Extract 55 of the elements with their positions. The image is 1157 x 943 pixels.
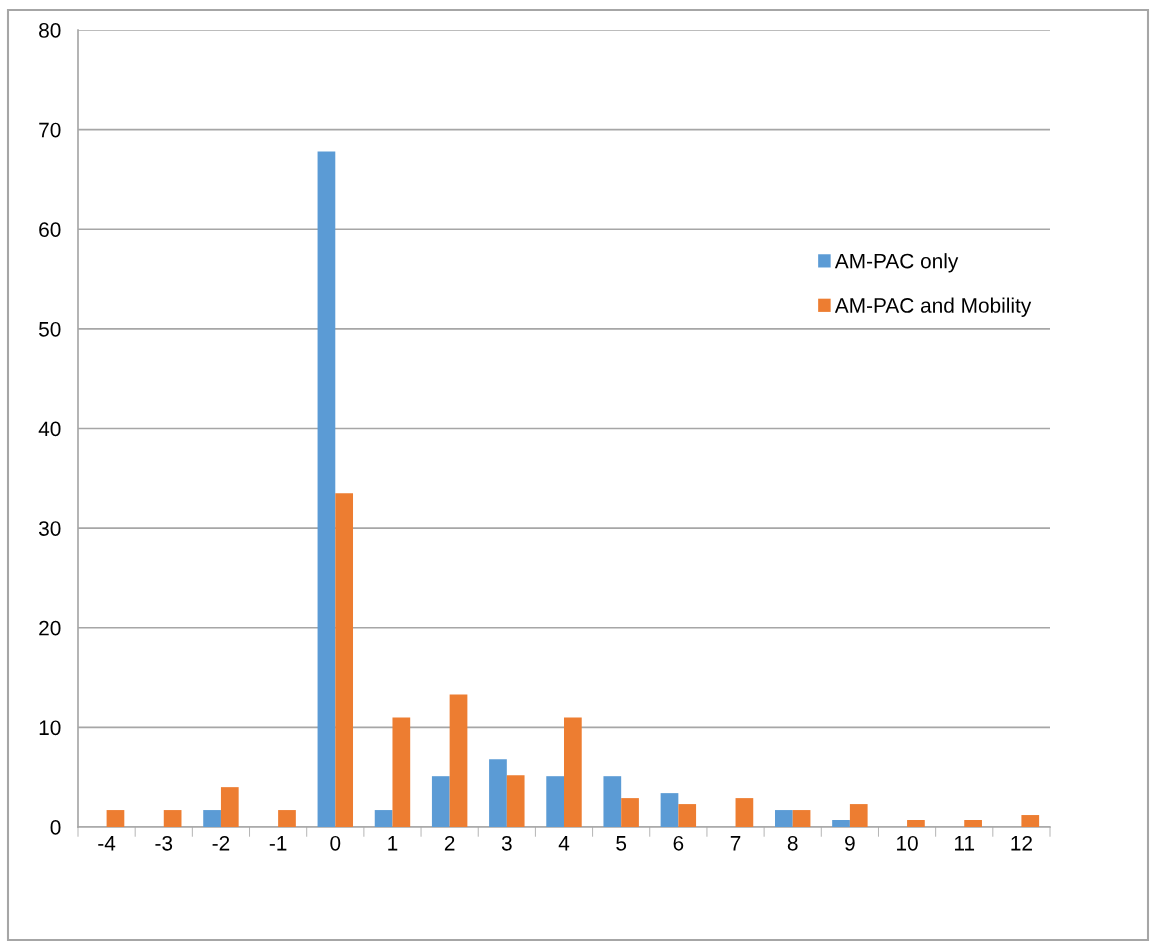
bar	[660, 793, 679, 827]
x-tick-label: 5	[616, 836, 627, 851]
bar	[392, 717, 411, 827]
bar	[449, 694, 468, 827]
x-tick-label: 3	[501, 835, 512, 851]
x-tick-label: -3	[155, 835, 173, 851]
bar	[621, 798, 639, 827]
bar	[964, 820, 982, 827]
legend-label: AM-PAC and Mobility	[834, 297, 1032, 317]
x-tick-label: -4	[98, 836, 116, 851]
bar	[489, 759, 507, 827]
bar	[546, 776, 564, 827]
bar	[317, 151, 336, 827]
bar	[1021, 815, 1040, 827]
x-tick-label: 12	[1011, 835, 1032, 851]
y-tick-label: 80	[39, 23, 61, 38]
x-tick-label: 2	[444, 835, 455, 851]
y-tick-label: 50	[39, 321, 61, 337]
bar	[564, 717, 582, 827]
y-tick-label: 70	[39, 122, 61, 138]
bar	[678, 804, 697, 827]
bar	[203, 810, 221, 827]
y-tick-label: 30	[38, 521, 61, 536]
bar	[335, 493, 354, 827]
bar	[735, 798, 754, 827]
bar	[774, 810, 793, 827]
bar	[849, 804, 868, 827]
bar	[603, 776, 622, 827]
x-tick-label: -1	[269, 836, 287, 851]
x-tick-label: 7	[730, 836, 741, 851]
y-tick-label: 0	[50, 820, 61, 835]
y-tick-label: 60	[39, 222, 61, 237]
bar	[792, 810, 811, 827]
x-tick-label: 9	[845, 835, 855, 851]
y-tick-label: 10	[39, 720, 61, 736]
y-tick-label: 20	[39, 620, 61, 636]
bar	[374, 810, 393, 827]
x-tick-label: 6	[673, 835, 684, 851]
bar	[106, 810, 125, 827]
x-tick-label: 11	[955, 836, 975, 851]
bar	[220, 787, 239, 827]
legend-label: AM-PAC only	[834, 253, 959, 273]
bar	[278, 810, 296, 827]
x-tick-label: -2	[212, 835, 230, 851]
bar	[506, 775, 525, 827]
bar	[832, 820, 850, 827]
x-tick-label: 8	[787, 835, 798, 851]
bar	[907, 820, 925, 827]
y-tick-label: 40	[38, 421, 61, 437]
bar	[431, 776, 450, 827]
x-tick-label: 0	[330, 835, 341, 851]
x-tick-label: 4	[558, 836, 570, 851]
x-tick-label: 1	[388, 836, 398, 851]
x-tick-label: 10	[897, 835, 918, 851]
bar	[163, 810, 182, 827]
